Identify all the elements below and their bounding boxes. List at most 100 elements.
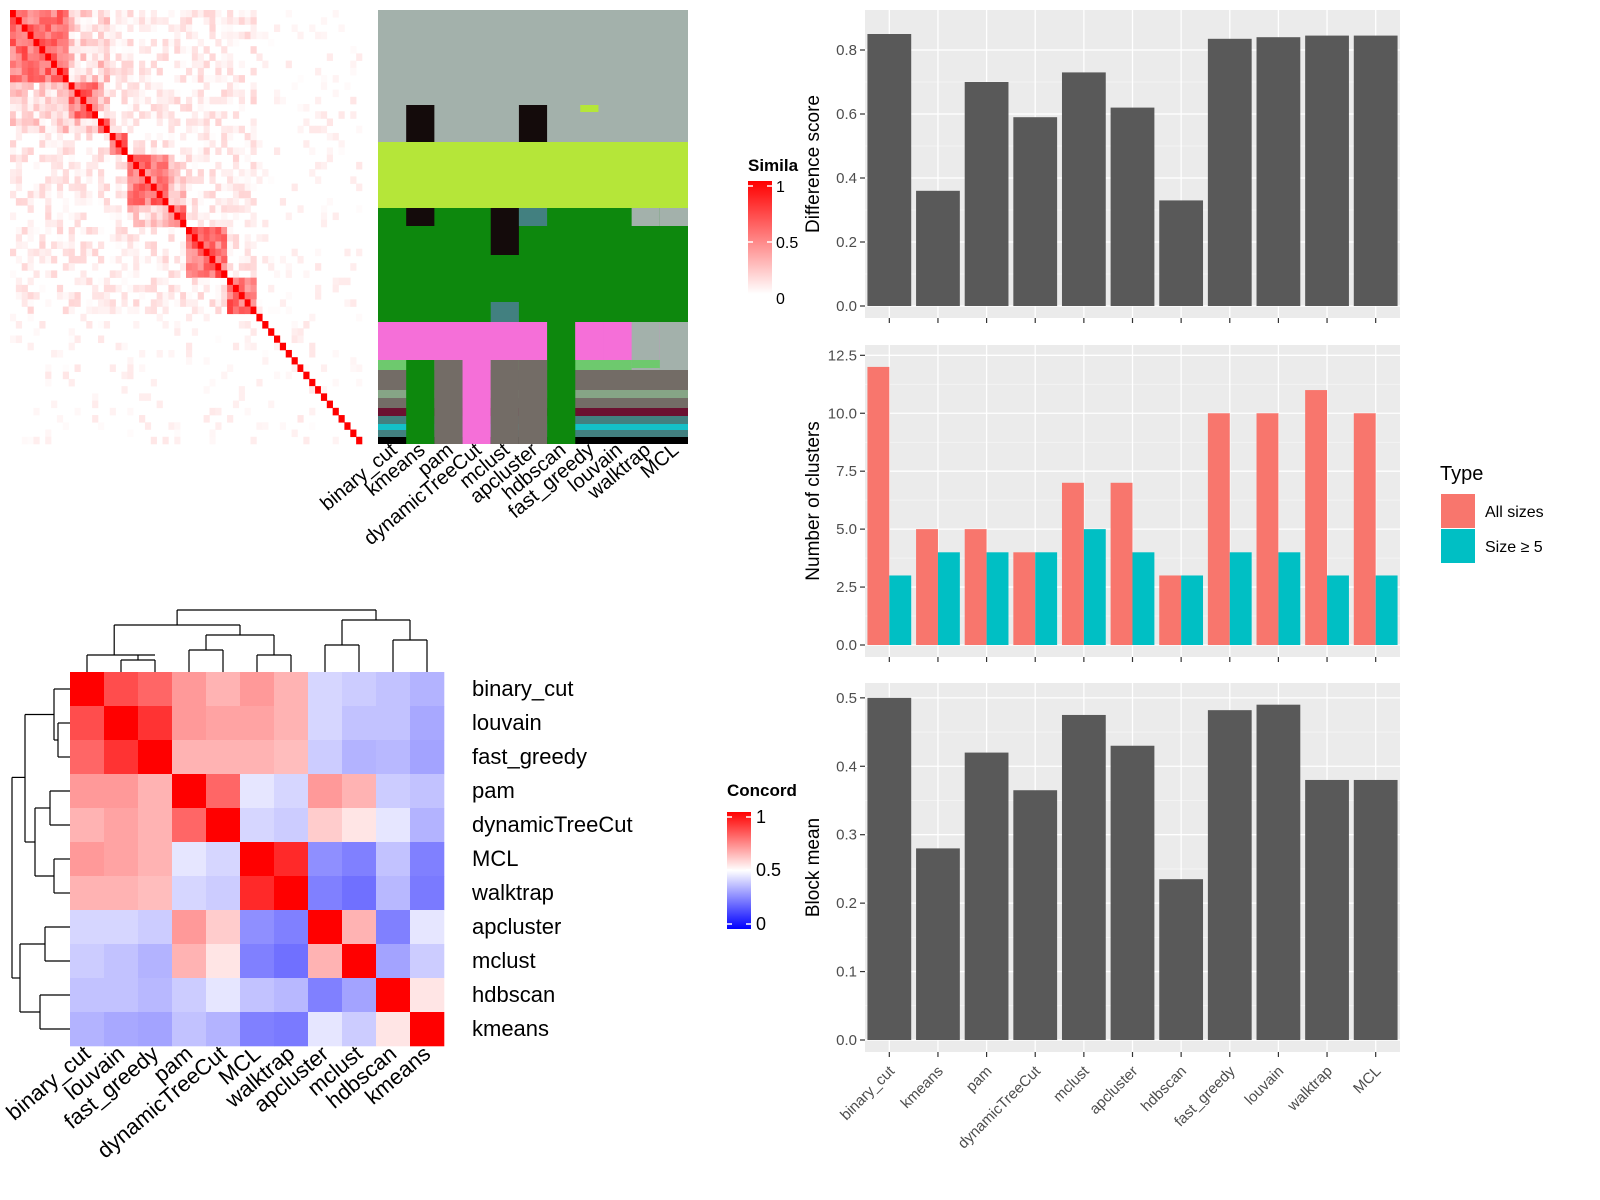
similarity-cell: [127, 270, 134, 278]
similarity-cell: [209, 270, 216, 278]
similarity-cell: [256, 140, 263, 148]
cluster-cell: [406, 105, 435, 142]
similarity-cell: [27, 147, 34, 155]
similarity-cell: [350, 96, 357, 105]
similarity-cell: [221, 219, 228, 228]
similarity-cell: [250, 161, 257, 170]
similarity-cell: [268, 255, 275, 264]
similarity-cell: [121, 263, 128, 271]
similarity-cell: [27, 24, 34, 32]
similarity-cell: [203, 140, 210, 148]
similarity-cell: [21, 241, 28, 249]
concordance-cell: [172, 672, 207, 707]
similarity-cell: [162, 111, 169, 119]
concordance-row-label: apcluster: [472, 914, 561, 939]
similarity-cell: [221, 31, 228, 40]
similarity-cell: [197, 53, 204, 61]
similarity-cell: [315, 263, 322, 271]
similarity-cell: [15, 38, 23, 47]
concordance-legend-tick: 1: [756, 807, 766, 827]
similarity-cell: [121, 147, 128, 155]
similarity-cell: [197, 154, 204, 163]
similarity-cell: [227, 277, 234, 286]
similarity-cell: [186, 241, 193, 249]
similarity-cell: [86, 299, 93, 307]
similarity-cell: [186, 198, 193, 206]
similarity-cell: [10, 24, 17, 32]
concordance-dendrogram-left: [11, 688, 70, 1030]
similarity-cell: [139, 349, 146, 358]
y-axis-label: Block mean: [803, 818, 824, 917]
bar: [1207, 38, 1252, 307]
similarity-cell: [133, 17, 140, 25]
similarity-cell: [320, 386, 328, 394]
bar: [1110, 107, 1155, 306]
similarity-cell: [139, 140, 146, 148]
similarity-cell: [244, 183, 251, 192]
similarity-cell: [215, 234, 222, 242]
similarity-cell: [168, 118, 175, 127]
similarity-cell: [297, 364, 304, 372]
similarity-cell: [191, 154, 199, 163]
y-tick-label: 0.8: [836, 42, 857, 59]
similarity-cell: [127, 198, 134, 206]
similarity-cell: [139, 10, 146, 18]
similarity-cell: [186, 313, 193, 322]
similarity-cell: [156, 292, 163, 300]
similarity-cell: [56, 183, 64, 192]
similarity-cell: [350, 357, 357, 365]
similarity-cell: [45, 125, 52, 134]
similarity-cell: [68, 38, 75, 47]
similarity-cell: [309, 24, 316, 32]
similarity-cell: [51, 24, 58, 32]
similarity-cell: [127, 183, 134, 192]
bar: [1229, 552, 1252, 645]
similarity-cell: [344, 82, 351, 90]
similarity-cell: [144, 422, 152, 430]
similarity-cell: [215, 407, 222, 416]
similarity-cell: [121, 161, 128, 170]
similarity-cell: [197, 38, 204, 47]
similarity-cell: [127, 248, 134, 257]
similarity-cell: [74, 183, 81, 192]
similarity-cell: [98, 306, 105, 315]
bar: [986, 552, 1009, 645]
similarity-cell: [15, 125, 23, 134]
similarity-cell: [121, 132, 128, 141]
similarity-cell: [191, 248, 199, 257]
similarity-cell: [303, 436, 310, 445]
similarity-cell: [45, 270, 52, 278]
similarity-cell: [191, 212, 199, 221]
similarity-cell: [191, 255, 199, 264]
similarity-cell: [150, 248, 157, 257]
similarity-cell: [98, 147, 105, 155]
similarity-cell: [86, 132, 93, 141]
similarity-cell: [232, 241, 240, 249]
similarity-cell: [320, 219, 328, 228]
similarity-cell: [262, 357, 269, 365]
similarity-cell: [109, 111, 116, 119]
similarity-cell: [215, 263, 222, 271]
similarity-cell: [62, 31, 69, 40]
similarity-cell: [45, 227, 52, 235]
similarity-cell: [227, 227, 234, 235]
concordance-cell: [342, 910, 377, 945]
similarity-cell: [274, 371, 281, 380]
concordance-cell: [342, 706, 377, 741]
similarity-cell: [232, 212, 240, 221]
similarity-cell: [103, 306, 111, 315]
similarity-cell: [168, 96, 175, 105]
similarity-cell: [121, 53, 128, 61]
concordance-cell: [172, 842, 207, 877]
similarity-cell: [139, 227, 146, 235]
similarity-cell: [139, 176, 146, 184]
similarity-cell: [256, 53, 263, 61]
similarity-cell: [62, 147, 69, 155]
concordance-cell: [206, 740, 241, 775]
similarity-cell: [162, 248, 169, 257]
similarity-cell: [232, 284, 240, 293]
y-tick-label: 0.4: [836, 170, 857, 187]
similarity-cell: [56, 67, 64, 76]
similarity-cell: [27, 96, 34, 105]
